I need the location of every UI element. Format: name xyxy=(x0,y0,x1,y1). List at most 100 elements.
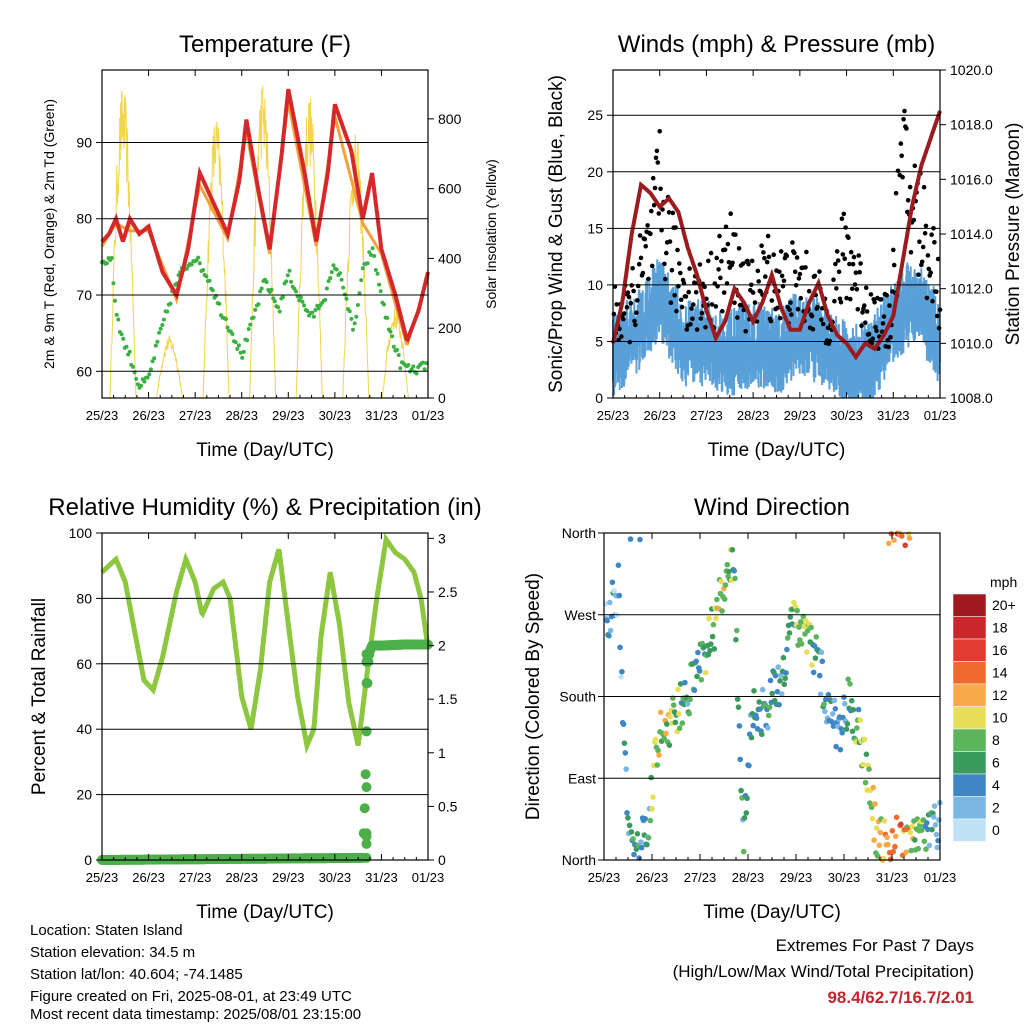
legend-label: 16 xyxy=(992,642,1008,658)
humidity-line xyxy=(100,532,431,755)
wind-gust-point xyxy=(926,266,932,272)
extremes-values: 98.4/62.7/16.7/2.01 xyxy=(827,988,974,1007)
dewpoint-point xyxy=(251,315,256,320)
wind-gust-point xyxy=(840,252,846,257)
y-right-tick-label: 400 xyxy=(438,250,462,266)
wind-gust-point xyxy=(733,232,738,237)
y-tick-label: West xyxy=(564,607,596,623)
wind-gust-point xyxy=(925,253,931,258)
y-right-tick-label: 1 xyxy=(438,745,446,761)
wind-gust-point xyxy=(841,211,847,217)
dewpoint-point xyxy=(207,278,212,283)
x-tick-label: 26/23 xyxy=(132,870,165,885)
wind-direction-point xyxy=(710,621,717,628)
wind-direction-point xyxy=(791,599,797,606)
legend-swatch xyxy=(952,706,987,730)
dewpoint-point xyxy=(204,274,209,279)
wind-direction-point xyxy=(750,722,756,729)
wind-gust-point xyxy=(870,336,875,342)
wind-gust-point xyxy=(908,250,914,255)
wind-direction-point xyxy=(782,675,788,682)
dewpoint-point xyxy=(313,308,318,312)
y-tick-label: 60 xyxy=(76,363,92,379)
info-latlon: Station lat/lon: 40.604; -74.1485 xyxy=(30,966,243,983)
legend-swatch xyxy=(952,638,987,662)
dewpoint-point xyxy=(139,383,144,388)
wind-direction-point xyxy=(877,829,883,836)
wind-gust-point xyxy=(934,313,940,319)
wind-gust-point xyxy=(653,155,659,161)
wind-direction-point xyxy=(861,736,868,743)
wind-gust-point xyxy=(722,247,728,252)
wind-direction-point xyxy=(766,704,773,711)
wind-direction-point xyxy=(848,697,855,704)
plot-frame xyxy=(101,69,429,399)
wind-direction-point xyxy=(936,817,942,823)
dewpoint-point xyxy=(121,336,126,341)
wind-direction-point xyxy=(627,536,634,542)
wind-gust-point xyxy=(746,261,751,267)
dewpoint-point xyxy=(341,285,346,290)
wind-gust-point xyxy=(864,309,870,314)
legend-swatch xyxy=(952,683,987,707)
wind-direction-point xyxy=(734,627,740,634)
wind-direction-point xyxy=(670,702,677,708)
dewpoint-point xyxy=(150,359,155,364)
dewpoint-point xyxy=(104,261,109,266)
wind-direction-point xyxy=(892,833,899,840)
dewpoint-point xyxy=(253,307,258,312)
wind-direction-point xyxy=(863,751,870,758)
y-tick-label: East xyxy=(568,770,596,786)
wind-direction-point xyxy=(854,725,860,731)
wind-gust-point xyxy=(923,223,929,229)
x-tick-label: 30/23 xyxy=(319,870,352,885)
wind-gust-point xyxy=(612,284,618,289)
x-axis-label: Time (Day/UTC) xyxy=(196,440,334,461)
wind-gust-point xyxy=(720,308,725,314)
wind-direction-point xyxy=(634,831,641,837)
wind-direction-point xyxy=(867,800,873,806)
wind-direction-point xyxy=(676,711,682,717)
y-axis-label-right: Solar Insolation (Yellow) xyxy=(483,159,499,309)
dewpoint-point xyxy=(223,317,228,322)
precip-point xyxy=(361,828,372,839)
wind-direction-point xyxy=(623,766,629,772)
dewpoint-point xyxy=(347,309,352,314)
legend-swatch xyxy=(952,796,987,820)
wind-direction-point xyxy=(638,844,645,851)
dewpoint-point xyxy=(157,330,162,335)
dewpoint-point xyxy=(284,279,289,284)
wind-direction-point xyxy=(687,696,693,703)
wind-gust-point xyxy=(825,325,831,331)
x-tick-label: 31/23 xyxy=(877,408,910,423)
dewpoint-point xyxy=(113,298,117,303)
wind-gust-point xyxy=(750,290,756,295)
wind-gust-point xyxy=(921,184,927,190)
plot-frame xyxy=(603,532,941,861)
legend-swatch xyxy=(952,593,987,617)
wind-direction-point xyxy=(850,706,857,713)
wind-direction-point xyxy=(783,670,789,676)
wind-direction-point xyxy=(898,821,904,828)
wind-gust-point xyxy=(752,300,758,305)
wind-direction-point xyxy=(885,841,891,848)
wind-direction-point xyxy=(849,728,856,735)
dewpoint-point xyxy=(357,291,362,296)
wind-direction-point xyxy=(781,681,788,688)
wind-gust-point xyxy=(657,129,662,134)
x-tick-label: 27/23 xyxy=(179,408,212,423)
dewpoint-point xyxy=(372,254,377,258)
wind-direction-point xyxy=(708,641,714,647)
wind-gust-point xyxy=(689,306,694,311)
wind-direction-point xyxy=(624,810,630,816)
dewpoint-point xyxy=(168,301,173,306)
wind-direction-point xyxy=(735,704,742,710)
x-tick-label: 31/23 xyxy=(876,870,909,885)
wind-gust-point xyxy=(853,270,859,276)
y-tick-label: South xyxy=(559,689,596,705)
wind-gust-point xyxy=(693,290,699,295)
wind-direction-point xyxy=(604,617,610,624)
y-right-tick-label: 1018.0 xyxy=(950,117,993,133)
wind-gust-point xyxy=(817,269,822,274)
plot-frame xyxy=(101,532,429,861)
